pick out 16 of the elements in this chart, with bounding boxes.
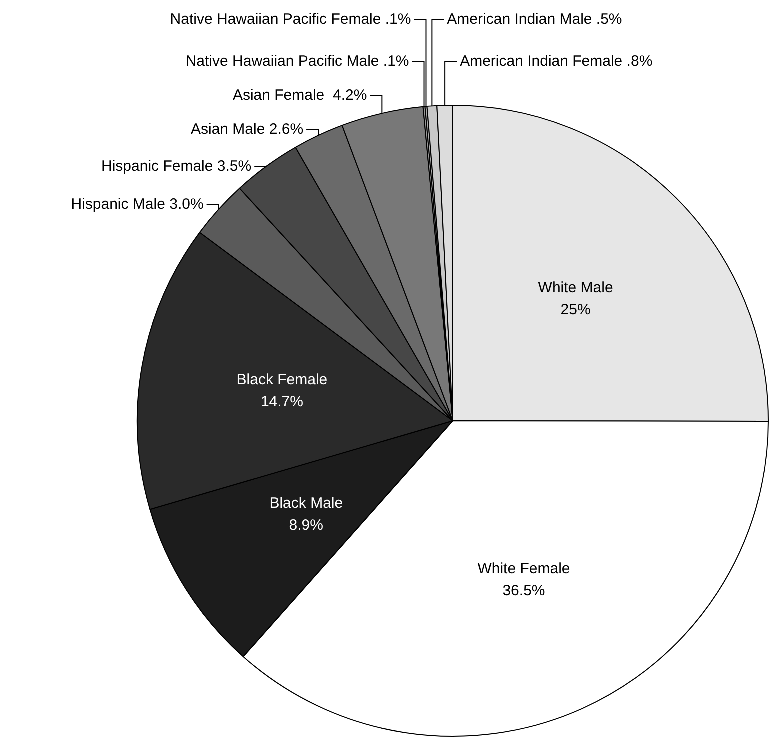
- slice-label: White Male: [538, 280, 614, 297]
- slice-label: Black Female: [236, 371, 328, 388]
- data-label: 25%: [560, 302, 591, 319]
- slice-label: American Indian Male .5%: [447, 11, 622, 28]
- slice-label: Hispanic Male 3.0%: [71, 196, 204, 214]
- data-label: 14.7%: [260, 393, 304, 410]
- slice-label: Asian Female 4.2%: [232, 87, 368, 104]
- slice-label: Native Hawaiian Pacific Female .1%: [170, 11, 412, 28]
- slice-label: Asian Male 2.6%: [190, 121, 304, 138]
- slice-label: Black Male: [270, 494, 344, 512]
- slice-label: Hispanic Female 3.5%: [102, 158, 252, 176]
- data-label: 36.5%: [502, 582, 546, 600]
- slice-label: American Indian Female .8%: [460, 53, 653, 70]
- slice-label: Native Hawaiian Pacific Male .1%: [186, 53, 410, 70]
- slice-label: White Female: [478, 560, 570, 578]
- data-label: 8.9%: [289, 516, 324, 534]
